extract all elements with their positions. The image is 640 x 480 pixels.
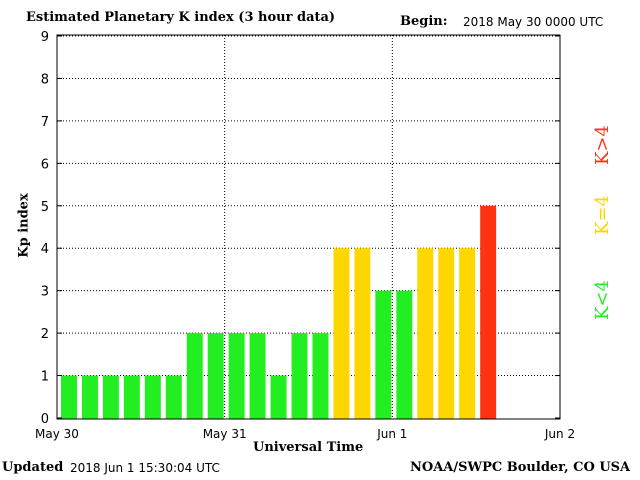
y-tick-label: 7 — [41, 115, 49, 130]
kp-bar — [81, 375, 98, 419]
x-tick-label: May 30 — [35, 427, 79, 441]
y-tick-label: 6 — [41, 157, 49, 172]
begin-value: 2018 May 30 0000 UTC — [463, 15, 604, 29]
plot-frame — [56, 34, 561, 420]
kp-bar — [396, 290, 413, 419]
kp-bar — [165, 375, 182, 419]
chart-title: Estimated Planetary K index (3 hour data… — [26, 10, 336, 25]
kp-bar — [249, 333, 266, 419]
kp-bar — [228, 333, 245, 419]
kp-bar — [123, 375, 140, 419]
kp-bar — [102, 375, 119, 419]
kp-bar — [333, 248, 350, 419]
legend-entry: K<4 — [592, 280, 613, 320]
kp-bar — [144, 375, 161, 419]
x-tick-label: Jun 2 — [544, 427, 575, 441]
legend-entry: K>4 — [592, 125, 613, 165]
kp-bar — [270, 375, 287, 419]
source-credit: NOAA/SWPC Boulder, CO USA — [410, 460, 631, 475]
y-tick-label: 4 — [41, 242, 49, 257]
kp-bar — [207, 333, 224, 419]
begin-label: Begin: — [400, 14, 448, 29]
kp-bar — [375, 290, 392, 419]
x-axis-label: Universal Time — [253, 440, 364, 455]
kp-bar — [459, 248, 476, 419]
updated-label: Updated — [2, 460, 64, 475]
y-tick-label: 9 — [41, 30, 49, 45]
y-tick-label: 0 — [41, 412, 49, 427]
y-tick-label: 2 — [41, 327, 49, 342]
x-tick-label: Jun 1 — [376, 427, 407, 441]
kp-bar — [186, 333, 203, 419]
kp-bar — [417, 248, 434, 419]
updated-value: 2018 Jun 1 15:30:04 UTC — [70, 461, 220, 475]
legend-entry: K=4 — [592, 195, 613, 235]
y-tick-label: 5 — [41, 200, 49, 215]
x-tick-label: May 31 — [203, 427, 247, 441]
kp-bar — [480, 205, 497, 419]
kp-bar — [312, 333, 329, 419]
y-tick-label: 8 — [41, 72, 49, 87]
kp-bar — [354, 248, 371, 419]
kp-bar — [61, 375, 77, 419]
y-tick-label: 3 — [41, 285, 49, 300]
kp-bar — [291, 333, 308, 419]
y-tick-label: 1 — [41, 370, 49, 385]
kp-bar — [438, 248, 455, 419]
